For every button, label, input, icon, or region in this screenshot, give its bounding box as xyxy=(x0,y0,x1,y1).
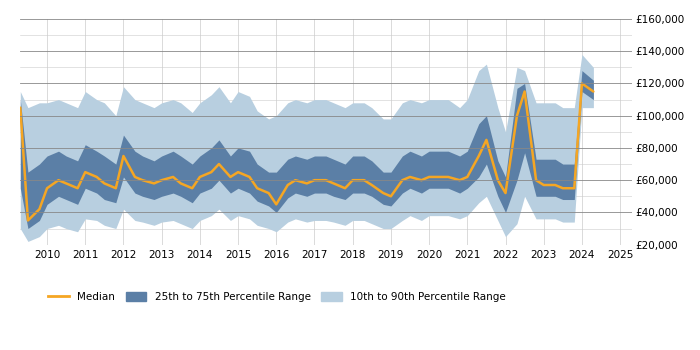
Legend: Median, 25th to 75th Percentile Range, 10th to 90th Percentile Range: Median, 25th to 75th Percentile Range, 1… xyxy=(44,288,510,307)
